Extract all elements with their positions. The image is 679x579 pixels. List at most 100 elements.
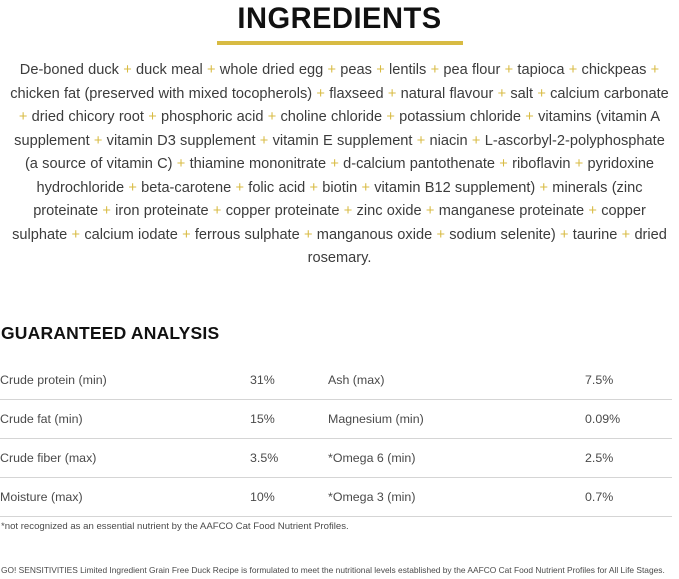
ingredient-separator-icon: + [18,109,32,125]
ingredient-item: ferrous sulphate [194,226,300,243]
nutrient-label-right: Ash (max) [328,361,585,400]
ingredient-item: De-boned duck [19,62,119,78]
guaranteed-analysis-table: Crude protein (min) 31% Ash (max) 7.5% Crude… [0,361,672,517]
ingredient-separator-icon: + [500,62,518,78]
ingredient-separator-icon: + [255,132,273,149]
ingredient-separator-icon: + [339,203,357,219]
ingredient-item: flaxseed [329,85,384,102]
ingredient-item: sodium selenite) [449,226,556,243]
ingredient-separator-icon: + [208,203,226,219]
ingredient-separator-icon: + [172,156,190,172]
title-divider [216,41,463,45]
ingredient-separator-icon: + [521,109,539,125]
ingredient-item: copper sulphate [12,203,646,243]
ingredient-separator-icon: + [533,85,551,102]
ingredient-separator-icon: + [357,179,375,196]
ingredient-item: thiamine mononitrate [189,156,327,172]
nutrient-value-left: 15% [250,399,328,439]
ingredient-separator-icon: + [231,179,249,196]
nutrient-label-right: *Omega 3 (min) [328,477,585,517]
nutrient-value-right: 0.7% [585,477,672,517]
ingredient-separator-icon: + [124,179,142,196]
ingredient-separator-icon: + [326,156,344,172]
ingredient-separator-icon: + [299,226,317,243]
ingredient-item: natural flavour [400,85,494,102]
ingredient-item: dried chicory root [31,109,144,125]
ingredient-item: phosphoric acid [161,109,264,125]
ingredient-separator-icon: + [118,62,137,78]
ingredient-item: d-calcium pantothenate [343,156,496,172]
ingredient-item: pyridoxine hydrochloride [36,156,655,196]
page-title: INGREDIENTS [237,2,442,35]
title-divider-wrap [2,41,677,45]
nutrient-label-left: Crude fiber (max) [0,438,250,478]
ingredient-separator-icon: + [67,226,85,243]
ingredient-separator-icon: + [202,62,220,78]
ingredient-item: salt [510,85,534,102]
guaranteed-analysis-section: GUARANTEED ANALYSIS Crude protein (min) 3… [0,322,679,517]
ingredient-item: pea flour [443,62,501,78]
ingredient-item: manganous oxide [316,226,433,243]
ingredient-item: duck meal [136,62,203,78]
ingredient-separator-icon: + [646,62,660,78]
nutrient-value-left: 3.5% [250,438,328,478]
table-row: Crude fiber (max) 3.5% *Omega 6 (min) 2.5% [0,438,672,478]
ingredient-item: beta-carotene [141,179,232,196]
ingredient-item: calcium iodate [84,226,178,243]
nutrient-value-right: 7.5% [585,361,672,400]
ingredient-separator-icon: + [383,85,401,102]
ingredient-separator-icon: + [98,203,116,219]
ingredient-item: calcium carbonate [550,85,669,102]
ingredient-separator-icon: + [177,226,195,243]
ingredient-separator-icon: + [555,226,573,243]
ingredient-separator-icon: + [432,226,450,243]
footnote-aafco-statement: GO! SENSITIVITIES Limited Ingredient Gra… [1,565,665,575]
ingredient-separator-icon: + [535,179,553,196]
ingredient-separator-icon: + [323,62,341,78]
ingredient-separator-icon: + [495,156,513,172]
ingredient-item: dried rosemary. [307,226,667,267]
ingredient-separator-icon: + [421,203,439,219]
nutrient-value-left: 31% [250,361,328,400]
ingredient-item: iron proteinate [115,203,209,219]
ingredient-separator-icon: + [305,179,323,196]
ingredient-item: choline chloride [280,109,383,125]
nutrient-value-right: 0.09% [585,399,672,439]
ingredient-separator-icon: + [371,62,389,78]
ingredient-item: potassium chloride [399,109,522,125]
ingredient-item: L-ascorbyl-2-polyphosphate (a source of … [24,132,665,173]
nutrient-label-left: Moisture (max) [0,477,250,517]
ingredient-separator-icon: + [426,62,444,78]
ingredient-item: riboflavin [512,156,571,172]
ingredient-item: zinc oxide [356,203,422,219]
nutrient-label-left: Crude fat (min) [0,399,250,439]
ingredient-item: copper proteinate [225,203,340,219]
ingredient-separator-icon: + [564,62,582,78]
nutrient-label-left: Crude protein (min) [0,361,250,400]
ingredient-separator-icon: + [617,226,635,243]
ingredient-item: biotin [322,179,358,196]
ingredient-item: vitamin B12 supplement) [374,179,536,196]
ingredient-item: vitamin E supplement [272,132,413,149]
ingredient-separator-icon: + [584,203,602,219]
ingredient-separator-icon: + [263,109,281,125]
guaranteed-analysis-table-body: Crude protein (min) 31% Ash (max) 7.5% Crude… [0,361,672,517]
ingredient-item: vitamin D3 supplement [106,132,256,149]
ingredient-item: whole dried egg [219,62,324,78]
nutrient-value-right: 2.5% [585,438,672,478]
ingredient-item: chicken fat (preserved with mixed tocoph… [10,85,313,102]
ingredient-item: minerals (zinc proteinate [33,179,643,220]
ingredient-separator-icon: + [467,132,485,149]
nutrient-label-right: Magnesium (min) [328,399,585,439]
ingredient-item: vitamins (vitamin A supplement [14,109,661,149]
ingredient-separator-icon: + [143,109,162,125]
ingredient-separator-icon: + [493,85,511,102]
ingredient-item: manganese proteinate [438,203,585,219]
guaranteed-analysis-title: GUARANTEED ANALYSIS [1,323,220,343]
nutrient-value-left: 10% [250,477,328,517]
ingredient-item: peas [340,62,372,78]
ingredient-separator-icon: + [382,109,400,125]
ingredient-item: folic acid [248,179,306,196]
ingredient-separator-icon: + [312,85,330,102]
ingredient-separator-icon: + [412,132,430,149]
